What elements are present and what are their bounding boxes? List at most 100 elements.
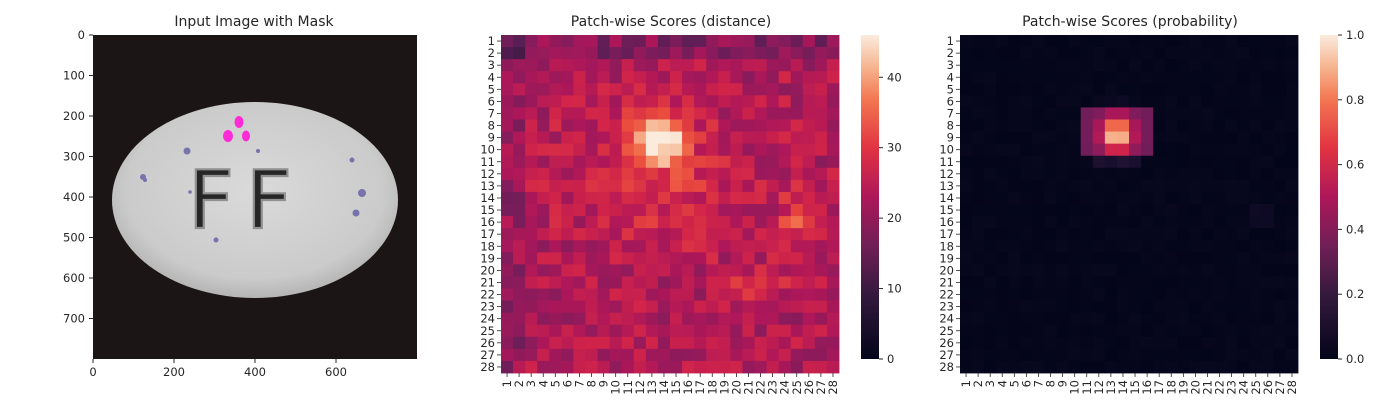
heatmap-cell	[694, 324, 707, 338]
heatmap-cell	[790, 35, 804, 48]
heatmap-cell	[513, 119, 526, 132]
heatmap-cell	[1153, 143, 1166, 157]
heatmap-cell	[1032, 143, 1045, 157]
heatmap-cell	[1092, 179, 1106, 193]
heatmap-cell	[609, 59, 623, 72]
heatmap-cell	[1080, 204, 1094, 217]
row-tick-label: 23	[480, 300, 495, 314]
heatmap-cell	[960, 312, 973, 326]
heatmap-cell	[657, 83, 671, 96]
heatmap-cell	[1261, 288, 1275, 301]
heatmap-cell	[657, 71, 671, 84]
heatmap-cell	[960, 119, 973, 132]
heatmap-cell	[1273, 131, 1287, 145]
heatmap-cell	[972, 131, 985, 145]
heatmap-cell	[1020, 228, 1033, 241]
heatmap-cell	[561, 228, 574, 241]
row-tick-label: 2	[947, 46, 954, 60]
heatmap-cell	[694, 179, 707, 193]
heatmap-cell	[814, 95, 828, 108]
heatmap-cell	[1056, 83, 1070, 96]
heatmap-cell	[984, 300, 997, 314]
heatmap-cell	[960, 288, 973, 301]
heatmap-cell	[730, 252, 743, 265]
heatmap-cell	[984, 131, 997, 145]
heatmap-cell	[561, 264, 574, 277]
heatmap-cell	[1285, 155, 1299, 169]
heatmap-cell	[670, 288, 683, 301]
heatmap-cell	[1104, 336, 1118, 350]
heatmap-cell	[694, 288, 707, 301]
heatmap-cell	[597, 204, 611, 217]
col-tick-label: 17	[693, 380, 707, 395]
distance-heatmap-axes: 1234567891011121314151617181920212223242…	[480, 34, 840, 395]
heatmap-cell	[1092, 288, 1106, 301]
heatmap-cell	[1141, 228, 1154, 241]
heatmap-cell	[549, 95, 562, 108]
heatmap-cell	[1285, 288, 1299, 301]
heatmap-cell	[1249, 71, 1263, 84]
heatmap-cell	[996, 35, 1009, 48]
heatmap-cell	[972, 312, 985, 326]
heatmap-cell	[1285, 228, 1299, 241]
heatmap-cell	[1201, 71, 1214, 84]
heatmap-cell	[682, 95, 695, 108]
title-input-image: Input Image with Mask	[174, 14, 334, 30]
heatmap-cell	[1225, 324, 1239, 338]
probability-colorbar	[1320, 35, 1338, 359]
heatmap-cell	[1020, 324, 1033, 338]
heatmap-cell	[826, 143, 840, 157]
row-tick-label: 9	[947, 131, 954, 145]
colorbar-tick-label: 0.0	[1346, 352, 1364, 366]
heatmap-cell	[1261, 264, 1275, 277]
heatmap-cell	[525, 312, 538, 326]
heatmap-cell	[621, 216, 635, 229]
heatmap-cell	[1213, 95, 1226, 108]
heatmap-cell	[501, 252, 514, 265]
heatmap-cell	[573, 119, 586, 132]
heatmap-cell	[549, 276, 562, 289]
heatmap-cell	[802, 360, 816, 374]
heatmap-cell	[996, 312, 1009, 326]
colorbar-tick-label: 10	[887, 282, 902, 296]
heatmap-cell	[1177, 71, 1190, 84]
heatmap-cell	[1273, 167, 1287, 181]
heatmap-cell	[984, 47, 997, 60]
heatmap-cell	[549, 107, 562, 120]
heatmap-cell	[1201, 35, 1214, 48]
heatmap-cell	[778, 167, 792, 181]
heatmap-cell	[657, 300, 671, 314]
heatmap-cell	[1141, 179, 1154, 193]
heatmap-cell	[682, 360, 695, 374]
heatmap-cell	[1177, 35, 1190, 48]
heatmap-cell	[802, 324, 816, 338]
heatmap-cell	[549, 336, 562, 350]
heatmap-cell	[501, 300, 514, 314]
colorbar-tick-label: 0.8	[1346, 93, 1364, 107]
heatmap-cell	[1080, 360, 1094, 374]
heatmap-cell	[1032, 360, 1045, 374]
heatmap-cell	[670, 360, 683, 374]
heatmap-cell	[778, 240, 792, 253]
heatmap-cell	[1141, 71, 1154, 84]
heatmap-cell	[670, 107, 683, 120]
heatmap-cell	[1177, 119, 1190, 132]
heatmap-cell	[645, 312, 659, 326]
heatmap-cell	[1104, 300, 1118, 314]
heatmap-cell	[682, 348, 695, 362]
heatmap-cell	[1177, 204, 1190, 217]
heatmap-cell	[706, 35, 719, 48]
heatmap-cell	[814, 324, 828, 338]
heatmap-cell	[1285, 167, 1299, 181]
heatmap-cell	[826, 324, 840, 338]
heatmap-cell	[609, 47, 623, 60]
row-tick-label: 17	[480, 227, 495, 241]
heatmap-cell	[1237, 179, 1251, 193]
heatmap-cell	[1177, 179, 1190, 193]
heatmap-cell	[1129, 336, 1142, 350]
heatmap-cell	[670, 143, 683, 157]
heatmap-cell	[1165, 240, 1178, 253]
heatmap-cell	[1285, 179, 1299, 193]
